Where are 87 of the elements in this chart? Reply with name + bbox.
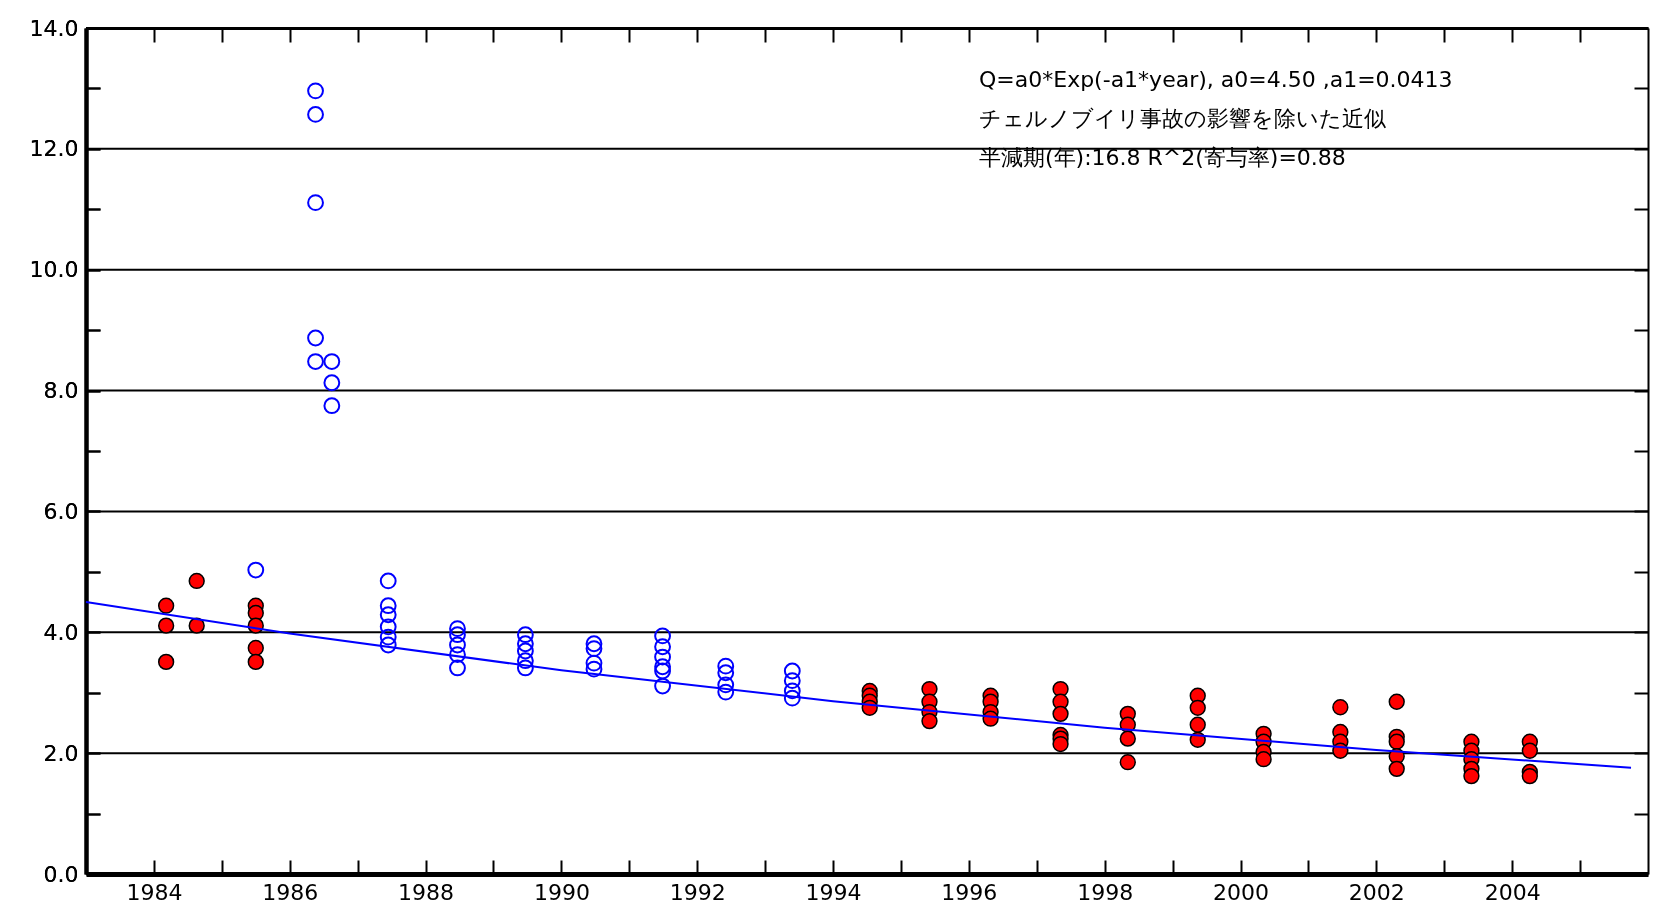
- point: [157, 597, 175, 614]
- point: [307, 82, 324, 100]
- point: [323, 353, 341, 370]
- point: [1388, 733, 1405, 750]
- point: [379, 618, 397, 636]
- point: [247, 653, 264, 671]
- point: [247, 639, 264, 657]
- point: [1189, 699, 1206, 716]
- point: [1388, 760, 1405, 778]
- point: [717, 683, 735, 701]
- y-tick-label: 4.0: [43, 619, 79, 645]
- point: [1332, 699, 1349, 716]
- point: [783, 689, 801, 707]
- point: [1521, 742, 1538, 759]
- point: [516, 642, 534, 660]
- point: [585, 660, 603, 678]
- point: [449, 646, 466, 664]
- point: [516, 635, 534, 653]
- y-tick-label: 6.0: [43, 498, 79, 524]
- point: [717, 664, 735, 682]
- point: [323, 374, 341, 392]
- y-tick-label: 2.0: [43, 740, 79, 766]
- annotation: Q=a0*Exp(-a1*year), a0=4.50 ,a1=0.0413: [979, 67, 1453, 92]
- y-tick-label: 8.0: [43, 378, 79, 404]
- point: [516, 659, 534, 677]
- y-tick-label: 10.0: [29, 257, 79, 283]
- point: [307, 106, 324, 123]
- point: [188, 572, 205, 590]
- point: [585, 640, 603, 657]
- point: [247, 561, 265, 579]
- point: [307, 194, 324, 212]
- point: [585, 654, 603, 672]
- point: [157, 617, 175, 634]
- point: [379, 628, 397, 646]
- y-tick-label: 0.0: [43, 861, 79, 887]
- x-tick-label: 2000: [1213, 879, 1270, 905]
- point: [1521, 767, 1538, 785]
- point: [717, 676, 735, 694]
- point: [783, 662, 801, 680]
- annotation: チェルノブイリ事故の影響を除いた近似: [979, 106, 1386, 131]
- point: [379, 636, 397, 654]
- point: [516, 626, 534, 644]
- point: [717, 657, 735, 675]
- point: [654, 648, 671, 666]
- annotation: 半減期(年):16.8 R^2(寄与率)=0.88: [979, 145, 1346, 170]
- point: [654, 677, 671, 695]
- line-series: [85, 601, 1633, 769]
- point: [654, 627, 671, 645]
- point: [449, 626, 466, 644]
- point: [585, 635, 603, 653]
- x-tick-label: 2002: [1348, 879, 1405, 905]
- point: [449, 636, 466, 654]
- x-tick-label: 1986: [262, 879, 319, 905]
- point: [307, 329, 324, 347]
- point: [654, 658, 671, 676]
- point: [1119, 730, 1136, 747]
- y-tick-label: 14.0: [29, 15, 79, 41]
- point: [783, 672, 801, 690]
- point: [1463, 767, 1480, 785]
- point: [921, 712, 938, 730]
- point: [654, 638, 671, 656]
- point: [307, 353, 324, 370]
- point: [157, 653, 175, 671]
- point: [783, 682, 801, 700]
- point: [1255, 751, 1272, 768]
- x-tick-label: 1984: [126, 879, 183, 905]
- point: [449, 659, 466, 677]
- point: [379, 597, 397, 615]
- point: [379, 606, 397, 624]
- point: [1052, 705, 1069, 723]
- point: [379, 572, 397, 590]
- point: [1189, 716, 1206, 733]
- point: [1052, 735, 1069, 753]
- x-tick-label: 1992: [669, 879, 726, 905]
- point: [516, 652, 534, 670]
- point: [654, 662, 671, 680]
- y-tick-label: 12.0: [29, 136, 79, 162]
- x-tick-label: 2004: [1484, 879, 1541, 905]
- x-tick-label: 1994: [805, 879, 862, 905]
- point: [449, 620, 466, 638]
- x-tick-label: 1998: [1077, 879, 1134, 905]
- x-tick-label: 1988: [398, 879, 455, 905]
- x-tick-label: 1996: [941, 879, 998, 905]
- point: [1119, 754, 1136, 771]
- point: [1388, 693, 1405, 710]
- point: [323, 397, 341, 415]
- x-tick-label: 1990: [533, 879, 590, 905]
